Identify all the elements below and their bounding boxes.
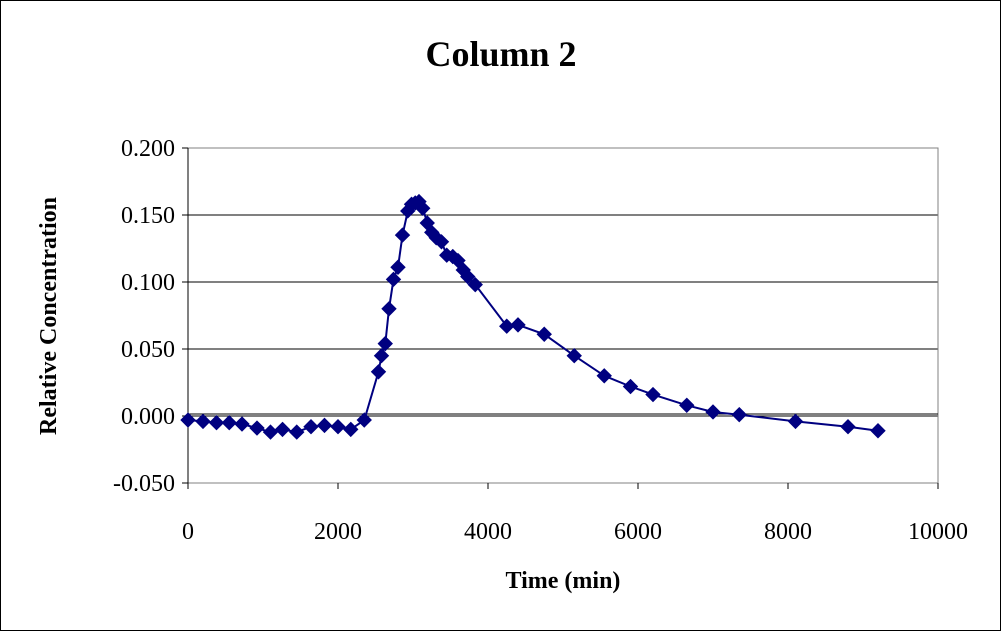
data-point-marker — [373, 347, 390, 364]
data-point-marker — [415, 200, 431, 217]
y-axis-tick-labels: -0.050 0.000 0.050 0.100 0.150 0.200 — [113, 136, 188, 497]
data-point-marker — [330, 419, 346, 435]
x-tick-label: 0 — [182, 519, 194, 545]
data-point-marker — [381, 301, 397, 317]
chart-title: Column 2 — [425, 34, 576, 74]
data-point-marker — [787, 413, 804, 430]
data-point-marker — [394, 227, 411, 243]
x-tick-label: 2000 — [314, 519, 362, 545]
x-axis-label: Time (min) — [506, 568, 621, 594]
data-point-marker — [460, 268, 476, 285]
grid-lines — [188, 147, 938, 417]
x-tick-label: 4000 — [464, 519, 512, 545]
data-point-marker — [467, 276, 483, 293]
data-point-marker — [221, 414, 237, 431]
y-tick-label: 0.100 — [121, 270, 175, 296]
data-point-marker — [356, 412, 372, 428]
data-point-marker — [180, 412, 196, 428]
y-tick-label: 0.000 — [121, 404, 175, 430]
data-point-marker — [195, 413, 211, 430]
data-point-marker — [510, 317, 526, 333]
data-point-marker — [731, 406, 747, 423]
data-point-marker — [303, 419, 319, 435]
x-tick-label: 6000 — [614, 519, 662, 545]
data-point-marker — [262, 424, 279, 440]
data-point-marker — [536, 326, 552, 342]
data-point-marker — [274, 421, 291, 438]
data-point-marker — [705, 404, 721, 420]
data-point-marker — [249, 420, 265, 436]
data-point-marker — [596, 368, 612, 384]
data-point-marker — [870, 423, 886, 439]
data-point-marker — [234, 416, 250, 432]
y-axis-label: Relative Concentration — [36, 197, 62, 435]
series-group — [180, 193, 886, 440]
data-point-marker — [566, 347, 582, 364]
series-line — [187, 200, 879, 434]
data-point-marker — [390, 259, 406, 275]
y-tick-label: 0.150 — [121, 203, 175, 229]
data-point-marker — [208, 414, 225, 431]
y-tick-label: 0.200 — [121, 136, 175, 162]
data-point-marker — [433, 234, 450, 250]
data-point-marker — [377, 335, 393, 352]
data-point-marker — [385, 271, 402, 288]
data-point-marker — [343, 421, 359, 438]
data-point-marker — [289, 424, 305, 440]
x-tick-label: 10000 — [908, 519, 968, 545]
data-point-marker — [316, 417, 333, 434]
y-tick-label: -0.050 — [113, 471, 175, 497]
data-point-marker — [679, 397, 695, 413]
data-point-marker — [622, 378, 639, 395]
data-point-marker — [370, 364, 387, 380]
x-tick-label: 8000 — [764, 519, 812, 545]
y-tick-label: 0.050 — [121, 337, 175, 363]
x-axis-tick-labels: 0 2000 4000 6000 8000 10000 — [182, 483, 968, 545]
data-point-marker — [645, 386, 661, 403]
data-point-marker — [840, 419, 856, 435]
